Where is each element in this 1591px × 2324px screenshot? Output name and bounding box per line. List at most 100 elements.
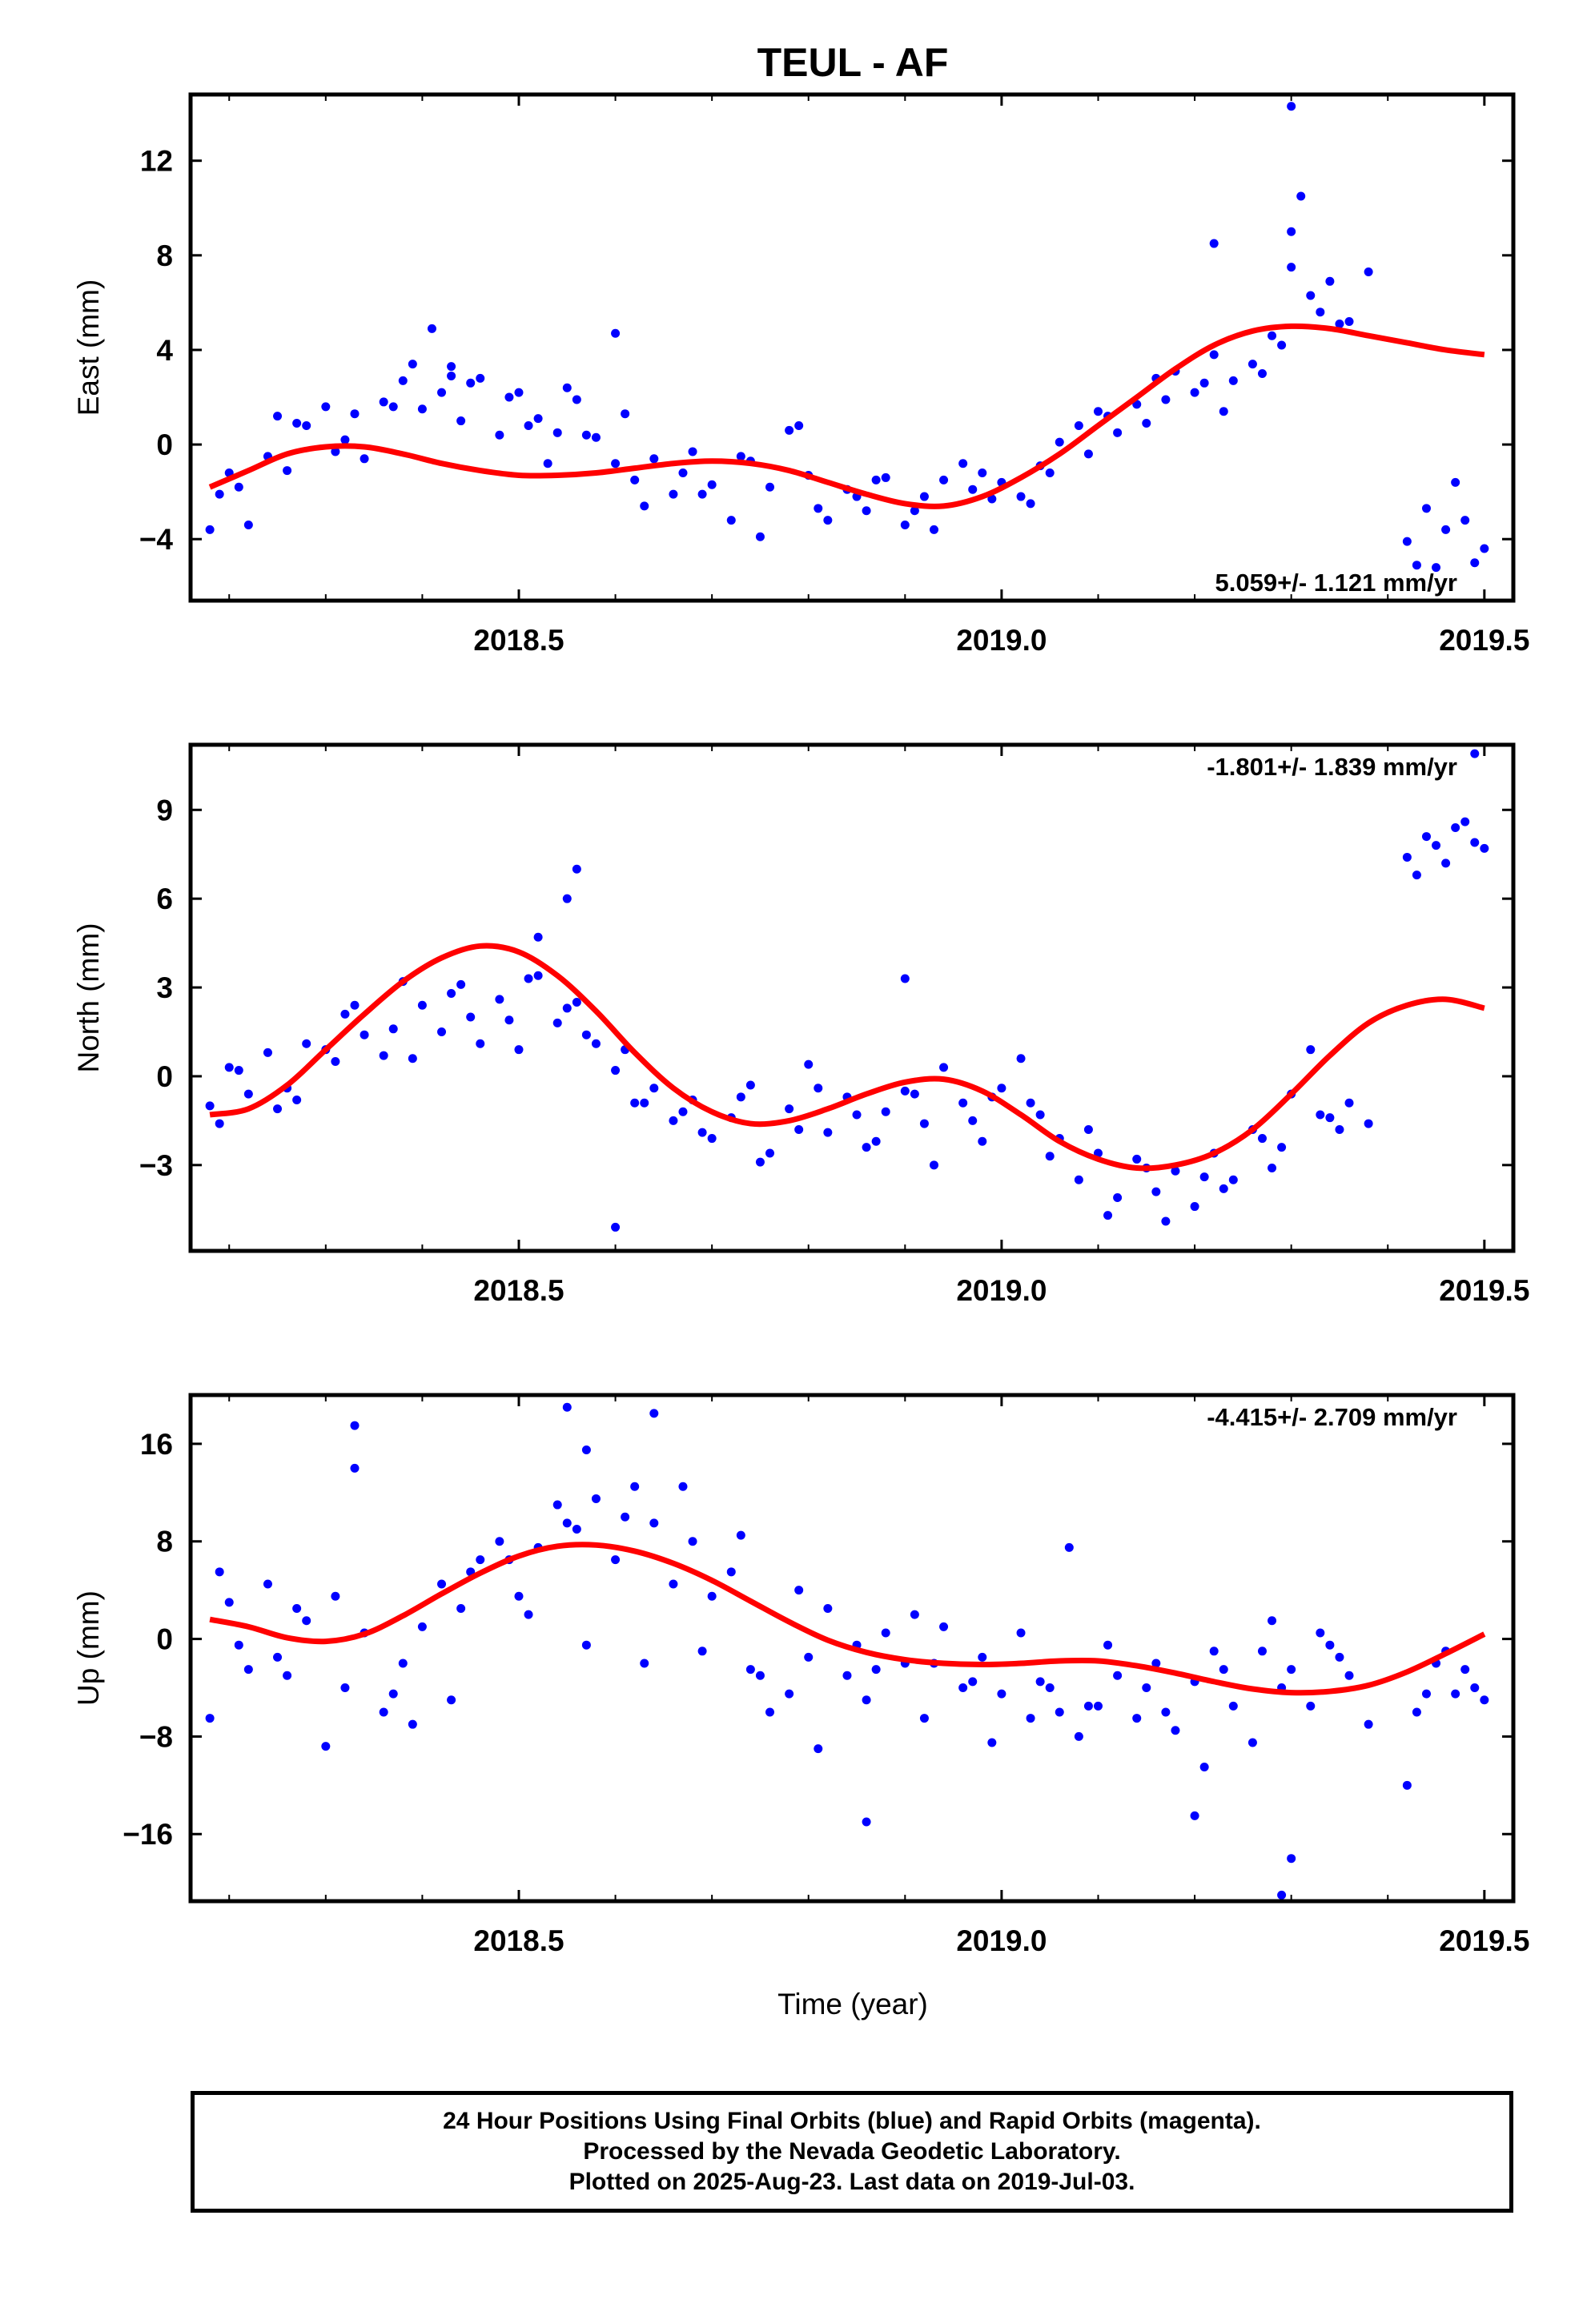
fit-curve <box>209 943 1485 1172</box>
data-point <box>1421 1689 1431 1699</box>
data-point <box>1016 1628 1026 1638</box>
data-point <box>987 1738 997 1747</box>
data-point <box>919 1119 929 1128</box>
footer-line-1: 24 Hour Positions Using Final Orbits (bl… <box>443 2108 1261 2134</box>
data-point <box>379 1707 388 1717</box>
data-point <box>437 1579 447 1589</box>
data-point <box>350 409 360 419</box>
data-point <box>755 532 765 541</box>
panel-2: 2018.5 2019.0 2019.5 −16 −8 0 8 16 Up (mm) -4.415… <box>72 1393 1529 1957</box>
data-point <box>1209 1647 1219 1656</box>
data-point <box>611 328 621 338</box>
data-point <box>862 1695 871 1705</box>
plot-frame <box>188 92 1516 603</box>
data-point <box>1209 239 1219 248</box>
data-point <box>1103 1211 1113 1220</box>
data-point <box>794 1586 804 1595</box>
data-point <box>1171 1726 1180 1735</box>
x-tick-label: 2019.0 <box>956 1924 1047 1957</box>
data-point <box>745 1665 755 1675</box>
data-point <box>900 520 910 529</box>
y-tick-label: −8 <box>139 1720 173 1753</box>
data-point <box>1268 1616 1277 1626</box>
data-point <box>273 1652 283 1662</box>
data-point <box>302 1616 311 1626</box>
data-point <box>649 1409 659 1418</box>
data-point <box>1364 267 1373 276</box>
data-point <box>987 494 997 504</box>
data-points <box>205 1402 1489 1900</box>
data-point <box>1219 1184 1228 1193</box>
panel-0: 2018.5 2019.0 2019.5 −4 0 4 8 12 East (mm) 5.059+… <box>72 92 1529 657</box>
data-point <box>707 480 717 489</box>
data-point <box>842 1671 852 1680</box>
data-point <box>205 525 215 534</box>
data-point <box>688 1537 697 1546</box>
data-point <box>958 459 968 468</box>
data-point <box>388 402 398 412</box>
data-point <box>360 1030 369 1039</box>
data-point <box>1316 1628 1325 1638</box>
data-point <box>1190 1811 1199 1820</box>
data-point <box>379 397 388 407</box>
data-point <box>929 1160 938 1170</box>
data-point <box>1441 525 1451 534</box>
data-point <box>292 1096 302 1105</box>
data-point <box>1093 407 1103 416</box>
data-point <box>572 395 581 404</box>
data-point <box>273 1104 283 1114</box>
data-point <box>919 1714 929 1723</box>
data-point <box>707 1591 717 1601</box>
data-point <box>978 1136 987 1146</box>
data-point <box>852 1110 862 1120</box>
data-point <box>1055 437 1064 447</box>
data-point <box>292 419 302 428</box>
data-point <box>697 489 707 499</box>
data-point <box>1074 1731 1083 1741</box>
data-point <box>881 472 890 482</box>
data-point <box>263 1047 272 1057</box>
data-point <box>205 1101 215 1111</box>
data-point <box>1325 276 1335 286</box>
data-point <box>1083 1124 1093 1134</box>
y-tick-label: −16 <box>123 1818 173 1851</box>
data-point <box>1460 516 1470 525</box>
data-point <box>765 1148 775 1158</box>
data-point <box>1325 1640 1335 1650</box>
data-point <box>1344 317 1354 327</box>
y-tick-label: 0 <box>156 1623 173 1656</box>
data-point <box>1113 428 1123 437</box>
data-point <box>1421 504 1431 513</box>
data-point <box>456 1604 466 1614</box>
data-point <box>640 1659 649 1668</box>
data-point <box>476 1039 485 1048</box>
data-point <box>581 1030 591 1039</box>
data-point <box>447 362 456 372</box>
data-point <box>466 378 476 388</box>
data-point <box>1412 561 1421 570</box>
data-point <box>765 1707 775 1717</box>
data-point <box>552 1018 562 1027</box>
data-point <box>1470 1683 1480 1692</box>
data-point <box>1026 1098 1035 1108</box>
data-point <box>939 1622 949 1631</box>
data-point <box>755 1157 765 1167</box>
data-point <box>1113 1671 1123 1680</box>
data-point <box>1083 1701 1093 1711</box>
data-point <box>640 501 649 511</box>
data-point <box>1316 308 1325 317</box>
data-point <box>331 1591 340 1601</box>
data-point <box>495 430 504 440</box>
data-point <box>263 1579 272 1589</box>
data-point <box>1016 1054 1026 1063</box>
x-tick-label: 2019.5 <box>1439 624 1529 657</box>
data-point <box>562 383 572 392</box>
data-point <box>321 402 331 412</box>
data-point <box>726 516 736 525</box>
data-point <box>736 452 745 461</box>
data-point <box>1296 191 1306 201</box>
data-point <box>745 1080 755 1090</box>
x-tick-label: 2019.0 <box>956 624 1047 657</box>
data-point <box>533 971 543 980</box>
